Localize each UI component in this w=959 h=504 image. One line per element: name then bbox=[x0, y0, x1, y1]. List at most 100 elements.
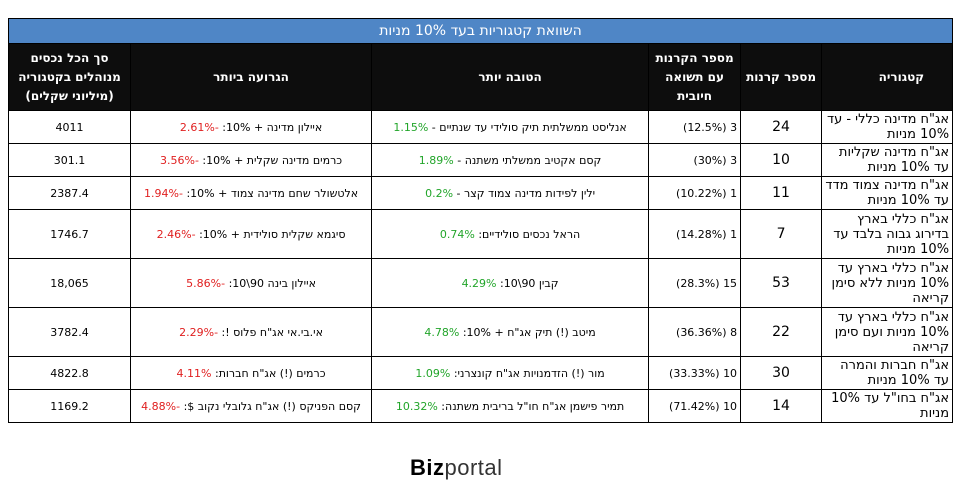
worst-fund-name: קסם הפניקס (!) אג"ח גלובלי נקוב $: bbox=[180, 399, 361, 413]
best-fund-name: תמיר פישמן אג"ח חו"ל בריבית משתנה: bbox=[437, 399, 625, 413]
count-text: 30 bbox=[772, 365, 790, 381]
best-fund-name: ילין לפידות מדינה צמוד קצר - bbox=[453, 186, 596, 200]
cell-fund-count: 14 bbox=[740, 389, 823, 423]
cell-fund-count: 24 bbox=[740, 110, 823, 144]
positive-text: 8 (36.36%) bbox=[676, 325, 738, 339]
cell-aum: 1746.7 bbox=[7, 209, 132, 259]
cell-aum: 18,065 bbox=[7, 258, 132, 308]
cell-positive-funds: 15 (28.3%) bbox=[648, 258, 742, 308]
cell-worst: איילון בינה 90\10: -5.86% bbox=[130, 258, 373, 308]
cell-worst: כרמים (!) אג"ח חברות: 4.11% bbox=[130, 356, 373, 390]
best-return-value: 4.29% bbox=[461, 276, 497, 290]
aum-text: 4011 bbox=[55, 120, 84, 134]
worst-return-value: 4.11% bbox=[176, 366, 212, 380]
positive-text: 10 (33.33%) bbox=[669, 366, 738, 380]
cell-aum: 1169.2 bbox=[7, 389, 132, 423]
table-row: אג"ח כללי בארץ בדירוג גבוה בלבד עד 10% מ… bbox=[7, 209, 954, 259]
table-body: אג"ח מדינה כללי - עד 10% מניות 24 3 (12.5%… bbox=[7, 110, 954, 423]
header-worst: הגרועה ביותר bbox=[130, 43, 373, 111]
cell-fund-count: 11 bbox=[740, 176, 823, 210]
positive-text: 3 (30%) bbox=[693, 153, 738, 167]
cell-positive-funds: 10 (71.42%) bbox=[648, 389, 742, 423]
positive-text: 10 (71.42%) bbox=[669, 399, 738, 413]
worst-fund-name: אי.בי.אי אג"ח פלוס !: bbox=[218, 325, 323, 339]
aum-text: 1746.7 bbox=[50, 227, 89, 241]
cell-positive-funds: 1 (14.28%) bbox=[648, 209, 742, 259]
cell-aum: 4822.8 bbox=[7, 356, 132, 390]
table-title: השוואת קטגוריות בעד 10% מניות bbox=[7, 18, 954, 44]
cell-best: הראל נכסים סולידיים: 0.74% bbox=[371, 209, 650, 259]
count-text: 22 bbox=[772, 324, 790, 340]
cell-best: קבין 90\10: 4.29% bbox=[371, 258, 650, 308]
worst-fund-name: אלטשולר שחם מדינה צמוד + 10%: bbox=[182, 186, 359, 200]
best-return-value: 0.74% bbox=[439, 227, 475, 241]
count-text: 53 bbox=[772, 275, 790, 291]
cell-fund-count: 30 bbox=[740, 356, 823, 390]
worst-fund-name: סיגמא שקלית סולידית + 10%: bbox=[195, 227, 346, 241]
worst-fund-name: כרמים (!) אג"ח חברות: bbox=[211, 366, 326, 380]
category-text: אג"ח כללי בארץ עד 10% מניות ללא סימן קרי… bbox=[831, 260, 950, 306]
cell-aum: 3782.4 bbox=[7, 307, 132, 357]
header-best: הטובה יותר bbox=[371, 43, 650, 111]
category-text: אג"ח בחו"ל עד 10% מניות bbox=[831, 391, 950, 421]
comparison-table: השוואת קטגוריות בעד 10% מניות קטגוריה מס… bbox=[7, 18, 954, 423]
logo-part2: portal bbox=[444, 455, 503, 480]
cell-category: אג"ח מדינה צמוד מדד עד 10% מניות bbox=[821, 176, 954, 210]
best-return-value: 0.2% bbox=[425, 186, 454, 200]
cell-best: קסם אקטיב ממשלתי משתנה - 1.89% bbox=[371, 143, 650, 177]
count-text: 11 bbox=[772, 185, 790, 201]
category-text: אג"ח כללי בארץ בדירוג גבוה בלבד עד 10% מ… bbox=[833, 211, 950, 257]
best-fund-name: אנליסט ממשלתית תיק סולידי עד שנתיים - bbox=[428, 120, 627, 134]
cell-worst: כרמים מדינה שקלית + 10%: -3.56% bbox=[130, 143, 373, 177]
best-return-value: 10.32% bbox=[395, 399, 438, 413]
comparison-table-wrapper: השוואת קטגוריות בעד 10% מניות קטגוריה מס… bbox=[7, 18, 954, 423]
cell-category: אג"ח מדינה כללי - עד 10% מניות bbox=[821, 110, 954, 144]
worst-fund-name: איילון מדינה + 10%: bbox=[218, 120, 323, 134]
best-fund-name: קבין 90\10: bbox=[496, 276, 559, 290]
aum-text: 4822.8 bbox=[50, 366, 89, 380]
cell-worst: סיגמא שקלית סולידית + 10%: -2.46% bbox=[130, 209, 373, 259]
cell-best: מור (!) הזדמנויות אג"ח קונצרני: 1.09% bbox=[371, 356, 650, 390]
cell-fund-count: 53 bbox=[740, 258, 823, 308]
worst-return-value: -5.86% bbox=[186, 276, 226, 290]
cell-worst: אי.בי.אי אג"ח פלוס !: -2.29% bbox=[130, 307, 373, 357]
worst-return-value: -2.29% bbox=[179, 325, 219, 339]
worst-return-value: -1.94% bbox=[144, 186, 183, 200]
positive-text: 3 (12.5%) bbox=[683, 120, 738, 134]
cell-aum: 4011 bbox=[7, 110, 132, 144]
best-return-value: 1.09% bbox=[415, 366, 451, 380]
cell-category: אג"ח כללי בארץ עד 10% מניות ועם סימן קרי… bbox=[821, 307, 954, 357]
table-title-row: השוואת קטגוריות בעד 10% מניות bbox=[7, 18, 954, 44]
cell-category: אג"ח מדינה שקליות עד 10% מניות bbox=[821, 143, 954, 177]
table-row: אג"ח כללי בארץ עד 10% מניות ללא סימן קרי… bbox=[7, 258, 954, 308]
count-text: 7 bbox=[776, 226, 786, 242]
positive-text: 15 (28.3%) bbox=[676, 276, 738, 290]
table-row: אג"ח כללי בארץ עד 10% מניות ועם סימן קרי… bbox=[7, 307, 954, 357]
table-row: אג"ח בחו"ל עד 10% מניות 14 10 (71.42%) תמיר… bbox=[7, 389, 954, 423]
cell-fund-count: 22 bbox=[740, 307, 823, 357]
cell-category: אג"ח בחו"ל עד 10% מניות bbox=[821, 389, 954, 423]
best-return-value: 1.89% bbox=[418, 153, 454, 167]
count-text: 24 bbox=[772, 119, 790, 135]
worst-return-value: -4.88% bbox=[141, 399, 181, 413]
cell-best: אנליסט ממשלתית תיק סולידי עד שנתיים - 1.… bbox=[371, 110, 650, 144]
cell-positive-funds: 10 (33.33%) bbox=[648, 356, 742, 390]
cell-best: ילין לפידות מדינה צמוד קצר - 0.2% bbox=[371, 176, 650, 210]
best-fund-name: הראל נכסים סולידיים: bbox=[474, 227, 581, 241]
best-return-value: 4.78% bbox=[424, 325, 460, 339]
cell-aum: 2387.4 bbox=[7, 176, 132, 210]
cell-category: אג"ח כללי בארץ עד 10% מניות ללא סימן קרי… bbox=[821, 258, 954, 308]
header-positive-funds: מספר הקרנות עם תשואה חיובית bbox=[648, 43, 742, 111]
best-fund-name: מור (!) הזדמנויות אג"ח קונצרני: bbox=[450, 366, 605, 380]
header-row: קטגוריה מספר קרנות מספר הקרנות עם תשואה … bbox=[7, 43, 954, 111]
worst-return-value: -2.46% bbox=[156, 227, 196, 241]
bizportal-logo: Bizportal bbox=[410, 455, 503, 481]
table-row: אג"ח מדינה כללי - עד 10% מניות 24 3 (12.5%… bbox=[7, 110, 954, 144]
cell-category: אג"ח כללי בארץ בדירוג גבוה בלבד עד 10% מ… bbox=[821, 209, 954, 259]
cell-category: אג"ח חברות והמרה עד 10% מניות bbox=[821, 356, 954, 390]
cell-positive-funds: 3 (30%) bbox=[648, 143, 742, 177]
positive-text: 1 (14.28%) bbox=[676, 227, 738, 241]
aum-text: 18,065 bbox=[50, 276, 89, 290]
logo-part1: Biz bbox=[410, 455, 445, 480]
cell-positive-funds: 3 (12.5%) bbox=[648, 110, 742, 144]
